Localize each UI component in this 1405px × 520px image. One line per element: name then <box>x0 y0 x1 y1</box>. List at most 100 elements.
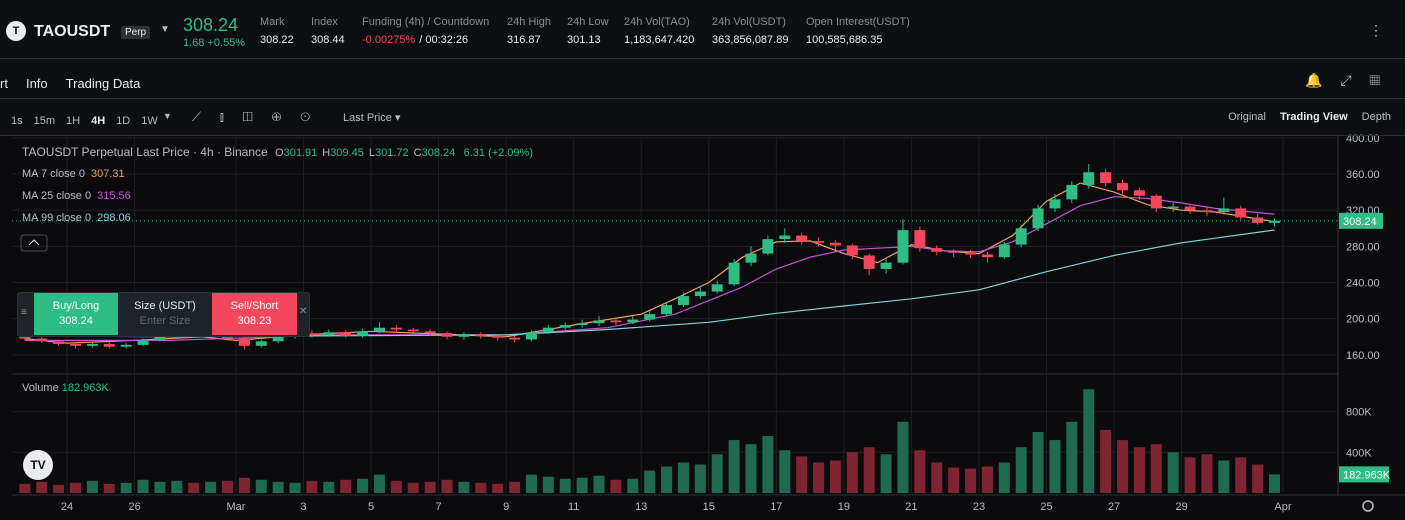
stat-label: Funding (4h) / Countdown <box>362 16 490 28</box>
ma-value: 315.56 <box>97 190 131 202</box>
interval[interactable]: 1D <box>116 115 131 127</box>
stat: Index 308.44 <box>311 16 345 46</box>
drag-handle[interactable]: ≡ <box>21 307 27 318</box>
candle-body <box>1100 172 1112 184</box>
close-panel[interactable]: ✕ <box>299 306 308 317</box>
x-tick-label: 21 <box>905 501 917 513</box>
volume-bar <box>1184 457 1196 493</box>
view-tab[interactable]: Depth <box>1361 111 1391 123</box>
view-tab[interactable]: Trading View <box>1279 111 1348 123</box>
buy-button[interactable]: Buy/Long 308.24 <box>34 293 118 335</box>
volume-bar <box>694 464 706 493</box>
volume-tag: 182.963K <box>1343 469 1391 481</box>
candle-body <box>711 284 723 292</box>
volume-bar <box>407 482 419 493</box>
candle-body <box>1252 217 1264 223</box>
candle-body <box>863 255 875 269</box>
settings-icon[interactable] <box>1362 500 1374 512</box>
x-tick-label: 11 <box>568 501 579 513</box>
buy-price: 308.24 <box>59 315 93 327</box>
volume-tick-label: 800K <box>1346 407 1372 419</box>
divider <box>0 135 1405 136</box>
ohlc-key: C <box>413 147 422 159</box>
stat-value: 308.22 <box>260 34 294 46</box>
interval[interactable]: 15m <box>33 115 56 127</box>
candle-body <box>1269 220 1280 223</box>
candle-body <box>53 341 65 344</box>
candle-body <box>458 334 470 337</box>
tab[interactable]: Info <box>25 76 48 91</box>
collapse-button[interactable] <box>20 234 48 252</box>
ohlc-value: 301.72 <box>374 147 409 159</box>
tab[interactable]: rt <box>0 76 8 91</box>
volume-bar <box>610 479 622 493</box>
volume-bar <box>323 481 335 493</box>
candle-body <box>525 332 537 340</box>
candle-body <box>1049 199 1061 209</box>
volume-bar <box>762 436 774 493</box>
candle-body <box>390 327 402 330</box>
volume-bar <box>948 467 960 493</box>
size-label: Size (USDT) <box>134 300 196 312</box>
interval[interactable]: 1W <box>141 115 158 127</box>
volume-bar <box>238 477 250 493</box>
symbol-dropdown[interactable]: ▼ <box>160 24 170 35</box>
volume-bar <box>981 466 993 493</box>
stat-number: 1,183,647.420 <box>624 34 695 46</box>
candle-body <box>542 327 554 333</box>
y-tick-label: 240.00 <box>1346 278 1380 290</box>
candle-body <box>661 305 673 315</box>
volume-bar <box>306 480 318 493</box>
stat-value: 363,856,087.89 <box>712 34 788 46</box>
candle-body <box>19 336 31 339</box>
sell-label: Sell/Short <box>230 300 279 312</box>
volume-bar <box>880 454 892 493</box>
x-tick-label: 29 <box>1175 501 1187 513</box>
candle-body <box>576 323 588 325</box>
order-panel: ≡ Buy/Long 308.24 Size (USDT) Enter Size S… <box>17 292 310 337</box>
stat-number: -0.00275% <box>362 34 416 46</box>
candle-body <box>694 291 706 297</box>
size-placeholder: Enter Size <box>139 315 191 327</box>
candle-body <box>931 248 943 252</box>
interval[interactable]: 1s <box>11 115 23 127</box>
more-icon[interactable]: ⋮ <box>1369 22 1383 38</box>
stat-label: 24h High <box>507 16 552 28</box>
interval[interactable]: 4H <box>91 115 106 127</box>
volume-bar <box>154 481 166 493</box>
volume-bar <box>272 481 284 493</box>
candle-body <box>813 240 825 243</box>
candle-body <box>998 244 1010 258</box>
price-tag-bg <box>1339 212 1383 229</box>
candle-body <box>340 332 352 336</box>
price-type[interactable]: Last Price ▾ <box>343 112 401 124</box>
price-type-label[interactable]: Last Price <box>343 112 392 124</box>
sell-button[interactable]: Sell/Short 308.23 <box>212 293 297 335</box>
last-price: 308.24 <box>183 15 239 35</box>
volume-bar <box>661 466 673 493</box>
tab[interactable]: Trading Data <box>65 76 141 91</box>
chart-icons[interactable]: 🔔 ⤢ ▦ <box>1305 72 1381 88</box>
symbol[interactable]: TAOUSDT <box>34 23 111 40</box>
ohlc-key: L <box>368 147 375 159</box>
divider <box>0 98 1405 99</box>
volume-bar <box>1167 452 1179 493</box>
stat-value: 100,585,686.35 <box>806 34 910 46</box>
volume-bar <box>86 480 98 493</box>
tv-logo[interactable] <box>23 450 53 480</box>
volume-bar <box>509 481 521 493</box>
tool-icons[interactable]: ⟋ ⫾ ◫ ⊕ ⊙ <box>192 109 311 124</box>
stat: Mark 308.22 <box>260 16 294 46</box>
stat-value: 316.87 <box>507 34 551 46</box>
candle-body <box>644 314 656 320</box>
candle-body <box>407 329 419 332</box>
view-tab[interactable]: Original <box>1228 111 1266 123</box>
ma-row: MA 99 close 0 298.06 <box>22 212 131 234</box>
interval-dropdown[interactable]: ▼ <box>163 111 172 121</box>
volume-bar <box>711 454 723 493</box>
size-input[interactable]: Size (USDT) Enter Size <box>118 293 212 335</box>
interval[interactable]: 1H <box>66 115 81 127</box>
volume-bar <box>205 481 217 493</box>
candle-body <box>610 320 622 323</box>
candle-body <box>36 338 48 342</box>
